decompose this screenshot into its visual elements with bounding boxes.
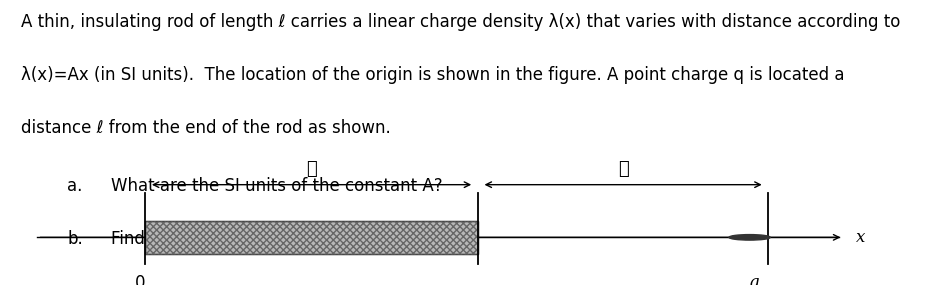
Text: A thin, insulating rod of length ℓ carries a linear charge density λ(x) that var: A thin, insulating rod of length ℓ carri…	[21, 13, 899, 31]
Circle shape	[728, 235, 769, 240]
Text: 0: 0	[135, 274, 146, 285]
Text: Find the: Find the	[110, 230, 182, 248]
Text: b.: b.	[67, 230, 83, 248]
Text: ℓ: ℓ	[306, 160, 316, 178]
Text: distance ℓ from the end of the rod as shown.: distance ℓ from the end of the rod as sh…	[21, 119, 390, 137]
Bar	[145, 221, 477, 254]
Text: that the line charge exerts on q.: that the line charge exerts on q.	[192, 230, 464, 248]
Text: x: x	[855, 229, 864, 246]
Text: λ(x)=Ax (in SI units).  The location of the origin is shown in the figure. A poi: λ(x)=Ax (in SI units). The location of t…	[21, 66, 843, 84]
Text: What are the SI units of the constant A?: What are the SI units of the constant A?	[110, 177, 442, 195]
Text: ℓ: ℓ	[617, 160, 628, 178]
Text: a.: a.	[67, 177, 82, 195]
Text: q: q	[748, 274, 759, 285]
Text: force: force	[163, 230, 205, 248]
Bar	[145, 221, 477, 254]
